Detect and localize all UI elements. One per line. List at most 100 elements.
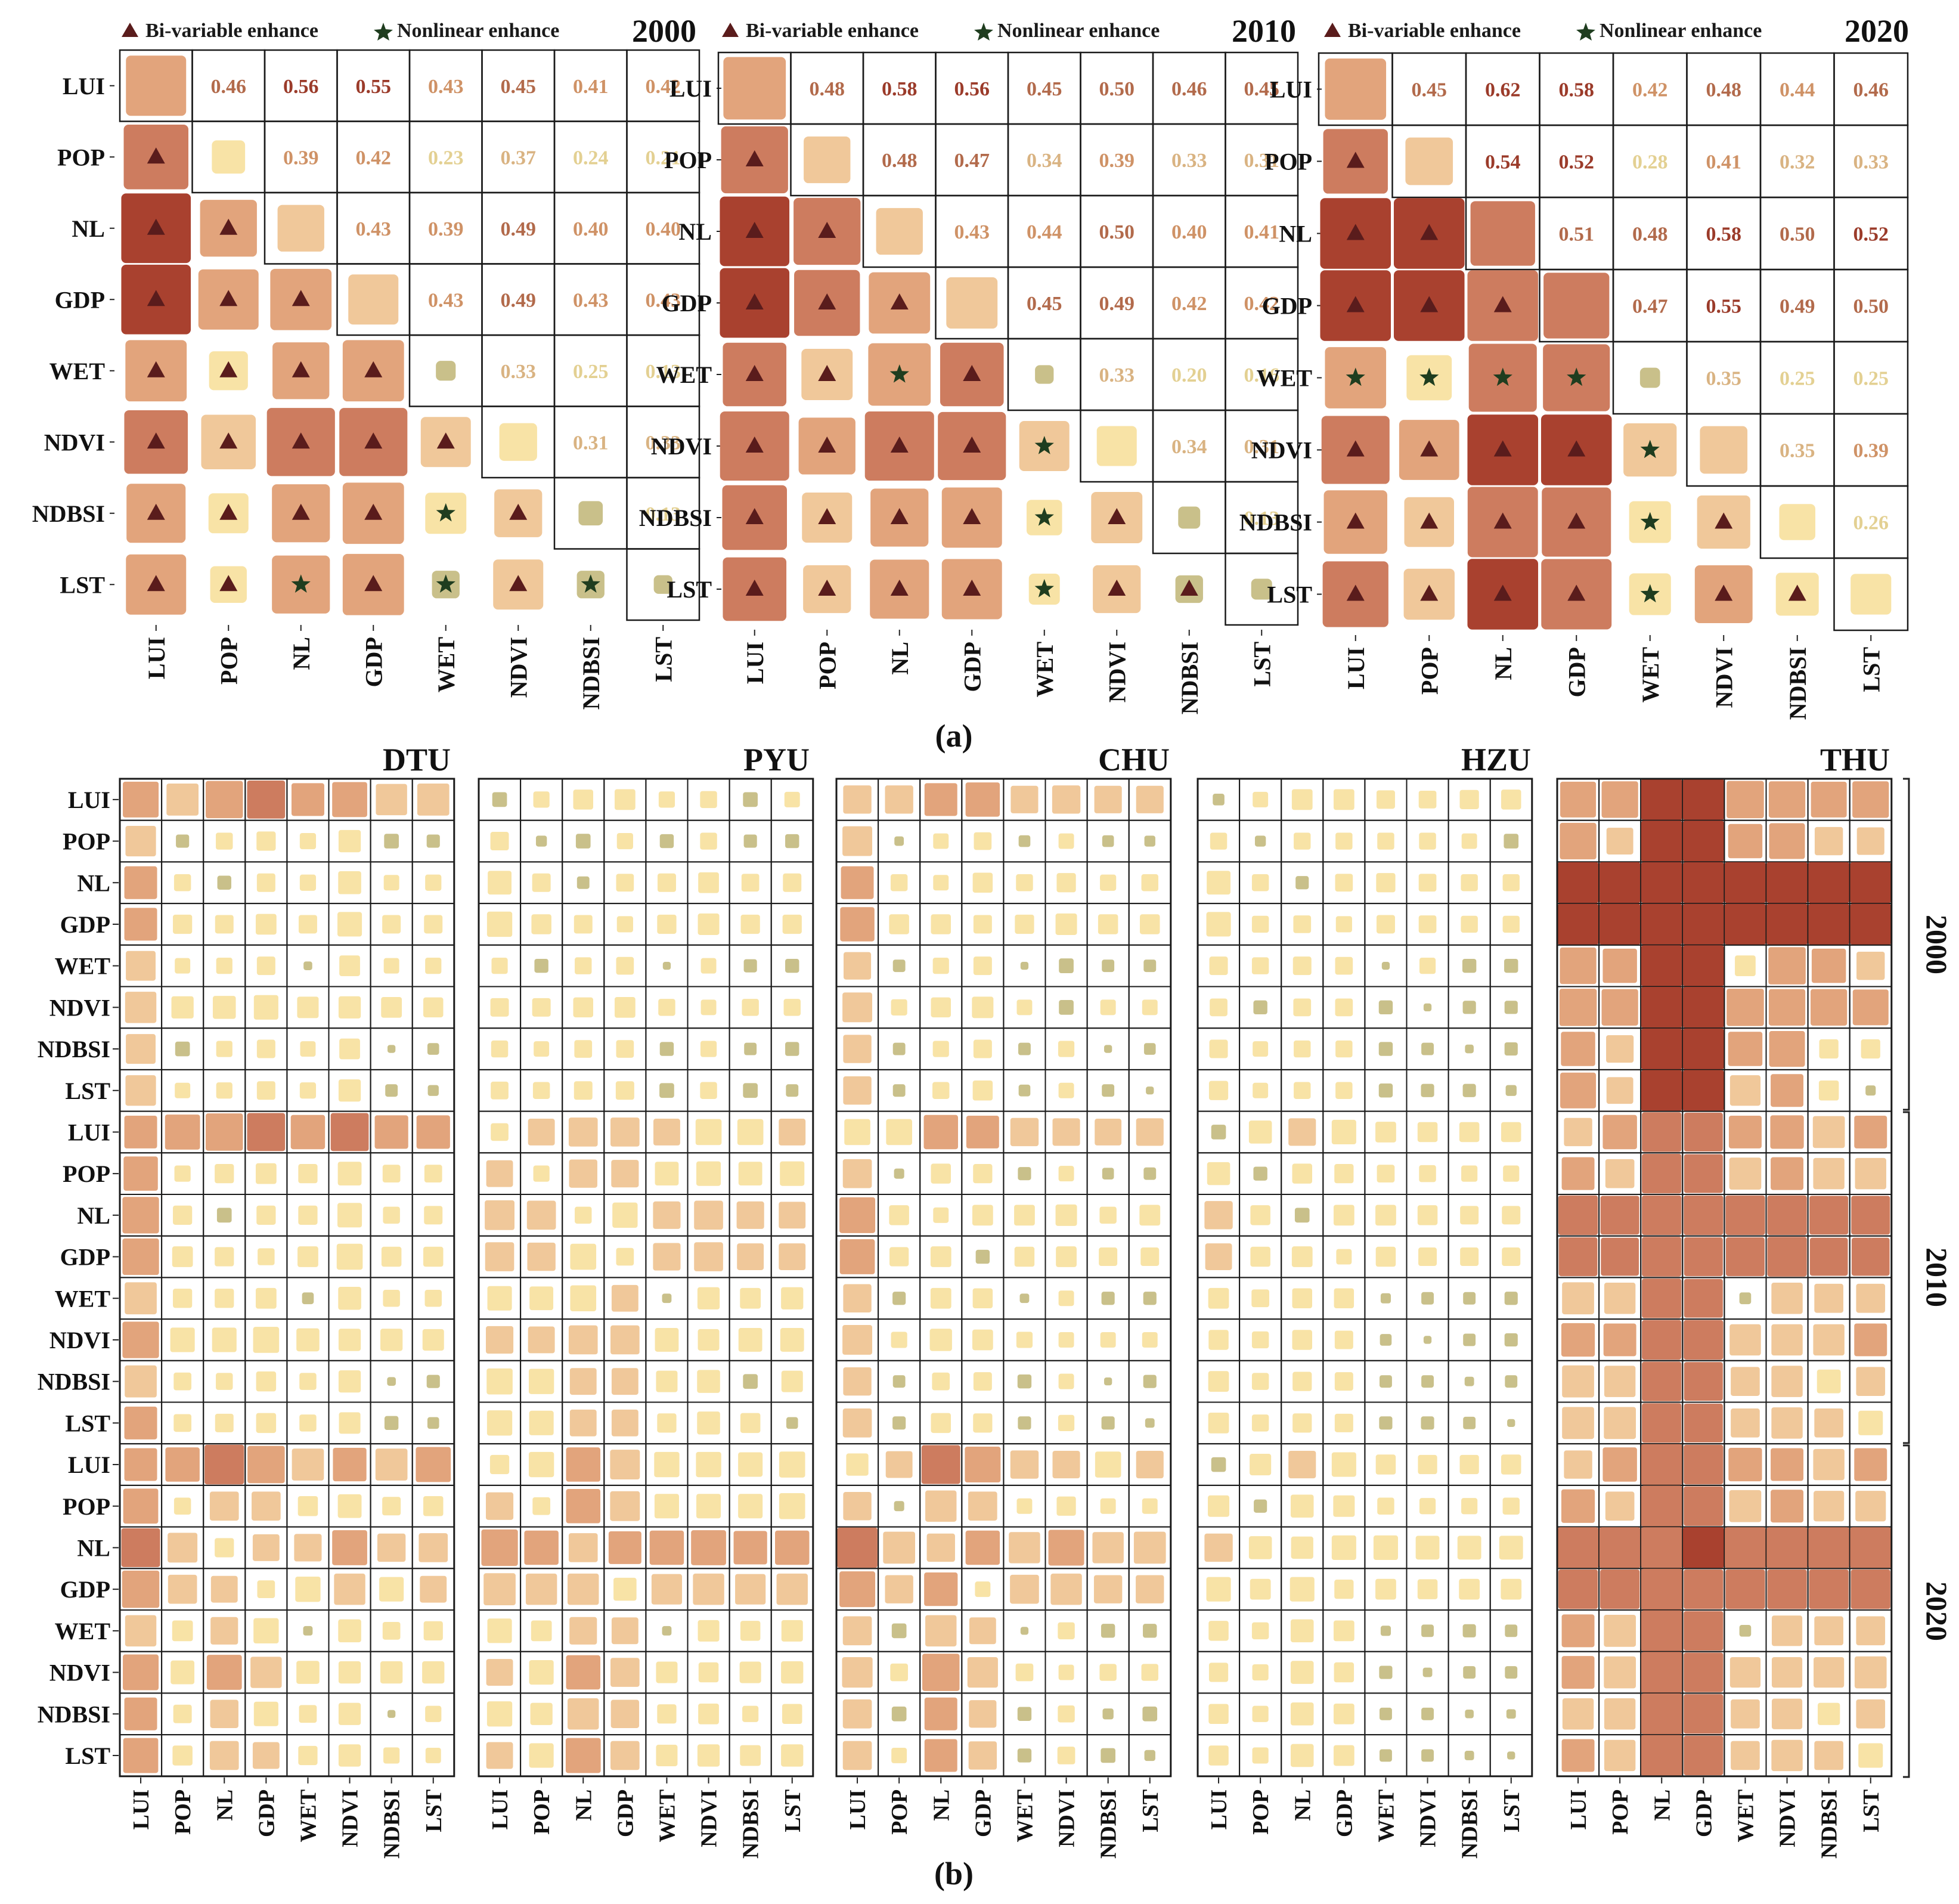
square-mark [742, 1705, 759, 1722]
col-label: POP [887, 1790, 912, 1835]
square-mark [1502, 1497, 1520, 1515]
square-mark [1016, 999, 1033, 1016]
bivariate-marker [364, 503, 383, 520]
square-mark [1251, 578, 1272, 600]
square-mark [247, 1445, 285, 1484]
row-label: NDBSI [38, 1036, 110, 1063]
square-mark [1602, 1114, 1637, 1150]
square-mark [125, 1615, 157, 1647]
square-mark [1335, 874, 1353, 892]
square-mark [894, 836, 904, 846]
square-mark [656, 1744, 678, 1766]
square-mark [379, 1577, 404, 1602]
bivariate-marker [963, 436, 981, 453]
square-mark [336, 1243, 363, 1270]
nonlinear-marker [436, 574, 455, 593]
bivariate-marker [1420, 224, 1439, 240]
square-mark [165, 1114, 200, 1150]
square-mark [1726, 781, 1764, 819]
square-mark [1098, 914, 1118, 934]
square-mark [1251, 1622, 1269, 1640]
square-mark [1725, 1527, 1766, 1568]
square-mark [736, 1201, 764, 1229]
square-mark [1684, 1444, 1724, 1485]
square-mark [566, 1447, 600, 1482]
bivariate-marker [147, 575, 165, 592]
square-mark [842, 1324, 873, 1355]
row-label: POP [664, 147, 712, 174]
col-label: LUI [488, 1790, 513, 1830]
square-mark [1560, 781, 1597, 818]
bivariate-marker [963, 580, 981, 596]
square-mark [1379, 1416, 1393, 1430]
square-mark [295, 1576, 321, 1602]
square-mark [969, 1617, 996, 1645]
value-label: 0.46 [1171, 78, 1207, 100]
square-mark [1419, 1498, 1436, 1515]
square-mark [122, 1238, 159, 1275]
square-mark [973, 1413, 993, 1433]
square-mark [1254, 835, 1266, 847]
square-mark [839, 1571, 876, 1608]
square-mark [1018, 1042, 1031, 1055]
square-mark [420, 1575, 447, 1603]
value-label: 0.48 [810, 78, 845, 100]
bivariate-marker [364, 432, 383, 449]
square-mark [1251, 1289, 1270, 1308]
square-mark [427, 1085, 439, 1096]
heatmap-2000: LUI POP NL GDP WET NDVI NDBSI LST LUI POP NL GDP WET… [32, 49, 700, 710]
square-mark [695, 1119, 722, 1146]
square-mark [1095, 1119, 1122, 1146]
square-mark [173, 1372, 192, 1391]
square-mark [1856, 1699, 1886, 1729]
bivariate-marker [292, 361, 310, 377]
square-mark [528, 1326, 555, 1354]
panel-b-heatmaps: LUI POP NL GDP WET NDVI NDBSI LST LUI POP NL GDP WET… [38, 778, 1893, 1859]
square-mark [842, 1408, 872, 1438]
row-label: GDP [1262, 293, 1312, 320]
square-mark [1376, 915, 1395, 934]
row-label: LUI [63, 73, 105, 100]
col-label: POP [1416, 647, 1443, 695]
square-mark [1641, 1652, 1682, 1693]
square-mark [216, 958, 233, 974]
square-mark [1251, 1331, 1269, 1349]
square-mark [973, 956, 992, 976]
square-mark [1641, 1610, 1682, 1652]
square-mark [1855, 1157, 1886, 1190]
bivariate-marker [1715, 512, 1733, 529]
square-mark [1505, 1085, 1517, 1096]
square-mark [338, 1619, 361, 1643]
grid-cell [626, 548, 700, 621]
square-mark [334, 1573, 365, 1605]
square-mark [124, 1115, 157, 1148]
value-label: 0.23 [428, 147, 464, 169]
square-mark [123, 1488, 159, 1524]
square-mark [337, 912, 362, 937]
square-mark [490, 998, 509, 1017]
square-mark [377, 1533, 406, 1562]
value-label: 0.32 [1780, 151, 1815, 174]
square-mark [376, 784, 407, 816]
square-mark [743, 834, 757, 848]
square-mark [168, 1533, 198, 1563]
bivariate-marker [890, 293, 909, 309]
square-mark [1606, 1077, 1633, 1104]
square-mark [1812, 1116, 1845, 1148]
bivariate-marker [1493, 584, 1512, 601]
square-mark [1415, 1535, 1440, 1560]
square-mark [1684, 1362, 1723, 1401]
square-mark [1811, 989, 1848, 1026]
square-mark [250, 1657, 282, 1688]
square-mark [1018, 835, 1031, 847]
square-mark [125, 992, 157, 1023]
square-mark [973, 1039, 992, 1058]
col-label: GDP [360, 637, 387, 687]
square-mark [252, 1534, 280, 1561]
value-label: 0.42 [1244, 293, 1280, 315]
square-mark [1056, 1246, 1077, 1267]
square-mark [1503, 1165, 1520, 1182]
square-mark [1211, 1457, 1226, 1472]
square-mark [733, 1531, 767, 1565]
value-label: 0.52 [1559, 151, 1595, 174]
